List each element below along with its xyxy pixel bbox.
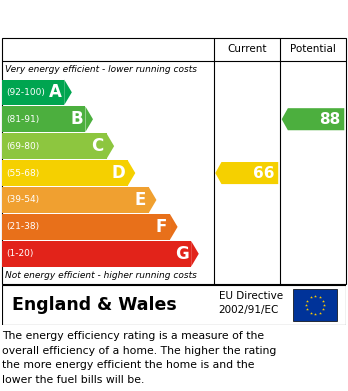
Text: B: B [70, 110, 83, 128]
Text: D: D [111, 164, 125, 182]
Text: England & Wales: England & Wales [12, 296, 177, 314]
Text: Not energy efficient - higher running costs: Not energy efficient - higher running co… [6, 271, 197, 280]
Text: Energy Efficiency Rating: Energy Efficiency Rating [10, 45, 240, 63]
Text: Potential: Potential [290, 44, 336, 54]
Polygon shape [106, 133, 114, 159]
Bar [293, 289, 338, 321]
Text: (92-100): (92-100) [6, 88, 45, 97]
Bar [2, 160, 128, 186]
Text: (69-80): (69-80) [6, 142, 39, 151]
Text: A: A [49, 83, 62, 101]
Text: F: F [156, 218, 167, 236]
Polygon shape [85, 106, 93, 132]
Text: (1-20): (1-20) [6, 249, 33, 258]
Text: EU Directive
2002/91/EC: EU Directive 2002/91/EC [219, 291, 283, 315]
Text: (55-68): (55-68) [6, 169, 39, 178]
Bar [2, 133, 106, 159]
Text: 88: 88 [319, 112, 341, 127]
Polygon shape [64, 80, 72, 105]
Text: Very energy efficient - lower running costs: Very energy efficient - lower running co… [6, 65, 197, 74]
Polygon shape [128, 160, 135, 186]
Polygon shape [282, 108, 344, 130]
Text: G: G [175, 245, 188, 263]
Text: E: E [135, 191, 146, 209]
Text: The energy efficiency rating is a measure of the
overall efficiency of a home. T: The energy efficiency rating is a measur… [2, 331, 276, 385]
Text: (81-91): (81-91) [6, 115, 39, 124]
Text: Current: Current [227, 44, 267, 54]
Text: C: C [92, 137, 104, 155]
Text: 66: 66 [253, 165, 275, 181]
Text: (39-54): (39-54) [6, 196, 39, 204]
Bar [2, 214, 170, 240]
Polygon shape [170, 214, 177, 240]
Bar [2, 187, 149, 213]
Bar [2, 241, 191, 267]
Bar [2, 106, 85, 132]
Polygon shape [149, 187, 157, 213]
Bar [2, 80, 64, 105]
Polygon shape [215, 162, 278, 184]
Text: (21-38): (21-38) [6, 222, 39, 231]
Polygon shape [191, 241, 199, 267]
